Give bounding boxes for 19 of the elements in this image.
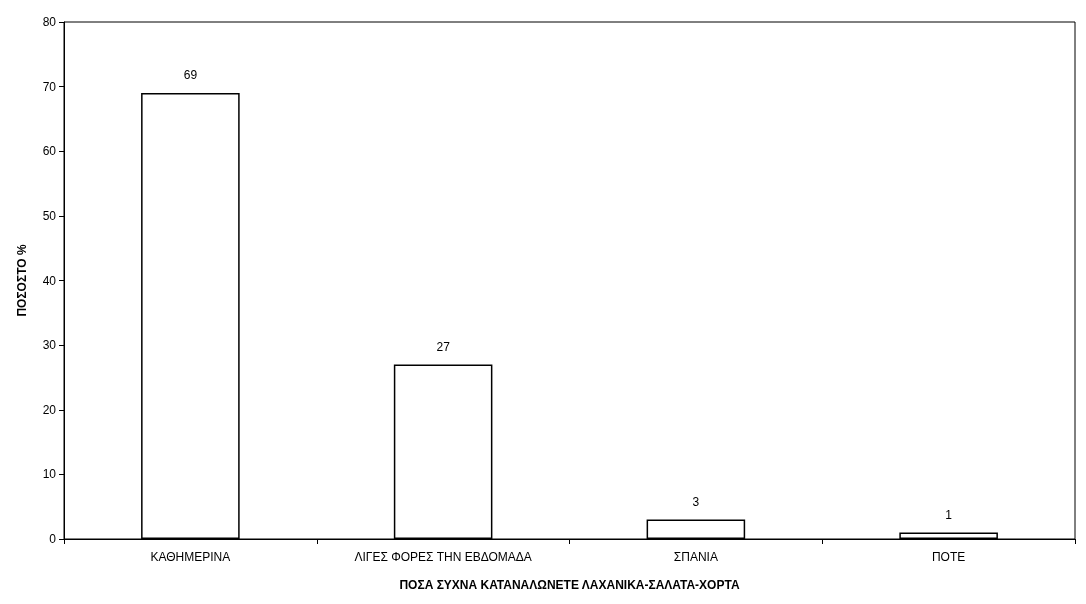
data-label: 3 [692,494,700,509]
y-axis-title: ΠΟΣΟΣΤΟ % [15,244,29,317]
y-tick-label: 0 [49,532,57,546]
data-label: 27 [436,339,451,354]
data-label: 1 [945,507,953,522]
y-tick-label: 70 [42,79,57,94]
data-label: 69 [183,68,198,83]
y-tick-label: 60 [42,144,57,159]
x-tick-label: ΛΙΓΕΣ ΦΟΡΕΣ ΤΗΝ ΕΒΔΟΜΑΔΑ [354,550,532,564]
y-tick-label: 30 [42,338,57,353]
x-axis-title: ΠΟΣΑ ΣΥΧΝΑ ΚΑΤΑΝΑΛΩΝΕΤΕ ΛΑΧΑΝΙΚΑ-ΣΑΛΑΤΑ-ΧΟΡΤΑ [399,578,740,592]
x-tick-label: ΠΟΤΕ [931,550,966,564]
y-tick-label: 50 [42,208,57,223]
y-tick-label: 40 [42,273,57,288]
y-tick-label: 10 [42,467,57,482]
y-tick-label: 20 [42,402,57,417]
x-tick-label: ΚΑΘΗΜΕΡΙΝΑ [150,550,231,564]
x-tick-label: ΣΠΑΝΙΑ [673,550,718,564]
y-tick-label: 80 [42,15,57,29]
